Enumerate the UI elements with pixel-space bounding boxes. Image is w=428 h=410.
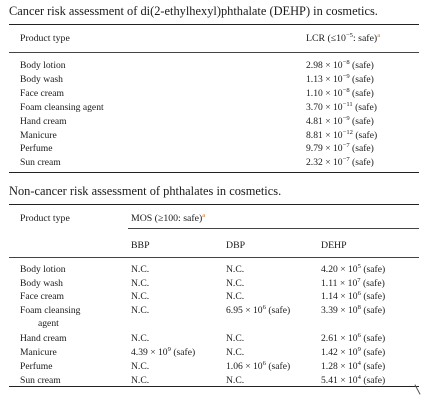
table2-footnote-marker: a [202, 212, 206, 219]
table2-bbp-cell: N.C. [131, 305, 150, 316]
table2-bbp-cell: N.C. [131, 264, 150, 275]
table2-dehp-cell: 1.28 × 104 (safe) [321, 360, 386, 372]
table1-product-cell: Body wash [20, 73, 63, 85]
table2-header-rule [9, 257, 419, 258]
table2-header-mos: MOS (≥100: safe)a [131, 212, 206, 224]
table1-product-cell: Sun cream [20, 157, 61, 169]
table1-product-cell: Foam cleansing agent [20, 101, 104, 113]
table2-dbp-cell: N.C. [226, 278, 245, 289]
table2-dbp-cell: 1.06 × 106 (safe) [226, 360, 291, 372]
table1-lcr-cell: 1.13 × 10−9 (safe) [306, 72, 374, 85]
table2-dbp-cell: N.C. [226, 291, 245, 302]
table1-product-cell: Manicure [20, 129, 57, 141]
table1-lcr-cell: 4.81 × 10−9 (safe) [306, 114, 374, 127]
table2-product-cell: Hand cream [20, 333, 67, 344]
table2-title: Non-cancer risk assessment of phthalates… [9, 184, 282, 198]
table1-header-rule [9, 52, 419, 53]
table2-product-cell: Face cream [20, 291, 64, 302]
table2-bbp-cell: N.C. [131, 291, 150, 302]
table1-product-cell: Hand cream [20, 115, 67, 127]
table1-lcr-cell: 9.79 × 10−7 (safe) [306, 142, 374, 155]
table2-header-product: Product type [20, 213, 70, 224]
table2-product-cell: Sun cream [20, 375, 61, 386]
table2-product-cell: Body wash [20, 278, 63, 289]
table2-top-rule [9, 204, 419, 205]
table2-dehp-cell: 1.11 × 107 (safe) [321, 277, 385, 289]
table1-product-cell: Face cream [20, 87, 64, 99]
table2-dehp-cell: 4.20 × 105 (safe) [321, 263, 386, 275]
table2-header-bbp: BBP [131, 240, 150, 251]
table1-header-lcr: LCR (≤10−5: safe)a [306, 32, 381, 44]
table2-dehp-cell: 1.42 × 109 (safe) [321, 346, 386, 358]
table1-title: Cancer risk assessment of di(2-ethylhexy… [9, 4, 378, 18]
table2-product-cell: Manicure [20, 347, 57, 358]
table2-header-dbp: DBP [226, 240, 246, 251]
table2-product-cell: Foam cleansing [20, 305, 81, 316]
table1-product-cell: Body lotion [20, 60, 66, 71]
table1-header-product: Product type [20, 33, 70, 44]
table1-product-cell: Perfume [20, 143, 53, 155]
table2-mos-rule [128, 228, 419, 229]
table1-top-rule [9, 24, 419, 25]
table2-bbp-cell: 4.39 × 109 (safe) [131, 346, 196, 358]
table2-dehp-cell: 2.61 × 106 (safe) [321, 332, 386, 344]
table2-bottom-rule [9, 386, 419, 387]
table2-dbp-cell: N.C. [226, 264, 245, 275]
table1-lcr-cell: 1.10 × 10−8 (safe) [306, 86, 374, 99]
table2-dehp-cell: 3.39 × 108 (safe) [321, 304, 386, 316]
table2-bbp-cell: N.C. [131, 361, 150, 372]
table2-bbp-cell: N.C. [131, 375, 150, 386]
table1-lcr-cell: 2.32 × 10−7 (safe) [306, 156, 374, 169]
table2-dbp-cell: N.C. [226, 333, 245, 344]
table2-dehp-cell: 1.14 × 106 (safe) [321, 290, 386, 302]
table2-dbp-cell: N.C. [226, 375, 245, 386]
table1-lcr-cell: 2.98 × 10−8 (safe) [306, 59, 374, 71]
table2-product-cell-continued: agent [38, 318, 59, 329]
table1-lcr-cell: 8.81 × 10−12 (safe) [306, 128, 378, 141]
table2-header-dehp: DEHP [321, 240, 347, 251]
table2-product-cell: Perfume [20, 361, 53, 372]
table2-dbp-cell: N.C. [226, 347, 245, 358]
table1-footnote-marker: a [377, 32, 381, 39]
table2-dehp-cell: 5.41 × 104 (safe) [321, 374, 386, 386]
table1-bottom-rule [9, 172, 419, 173]
table2-bbp-cell: N.C. [131, 278, 150, 289]
table1-lcr-cell: 3.70 × 10−11 (safe) [306, 100, 377, 113]
table2-dbp-cell: 6.95 × 106 (safe) [226, 304, 291, 316]
table2-product-cell: Body lotion [20, 264, 66, 275]
table2-bbp-cell: N.C. [131, 333, 150, 344]
